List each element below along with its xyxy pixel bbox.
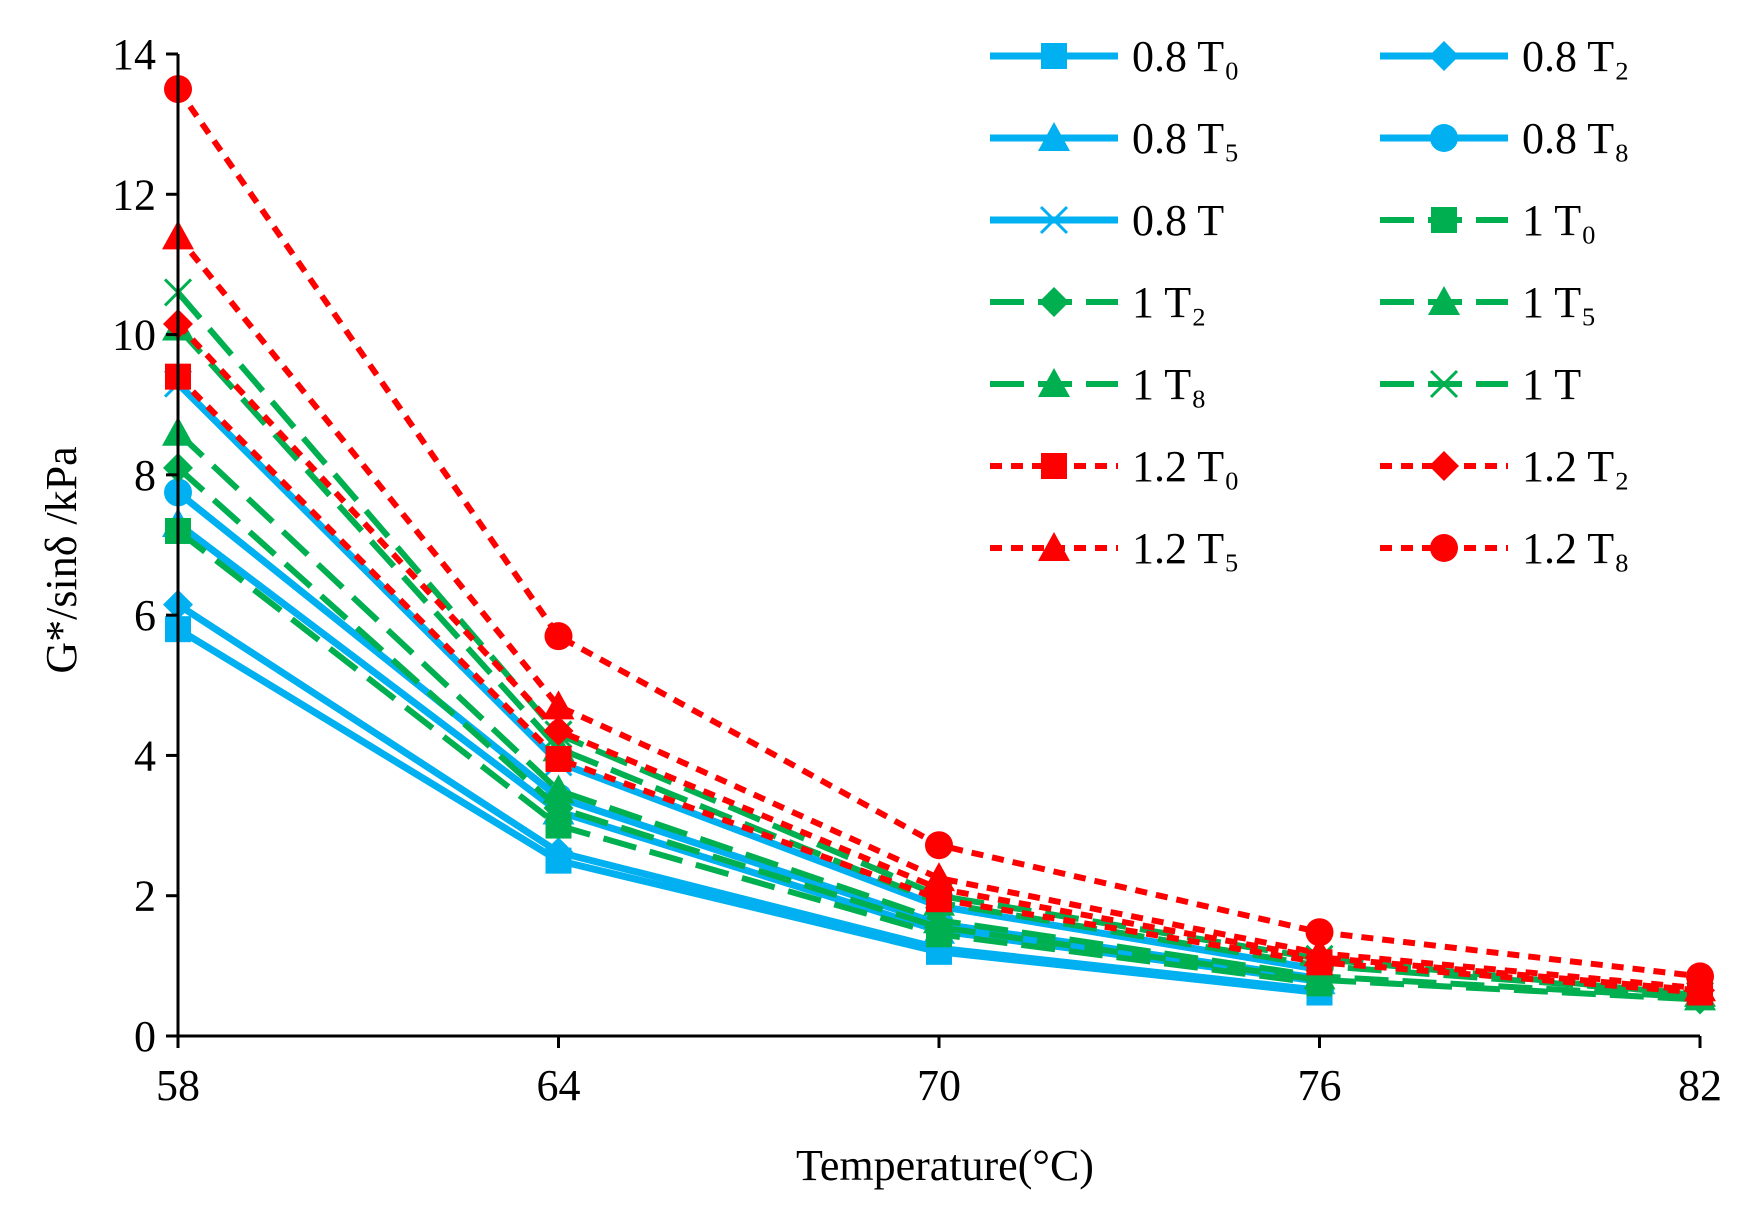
legend-item: 0.8 T₅ — [990, 114, 1239, 163]
data-point — [923, 904, 955, 934]
legend-marker — [1038, 122, 1070, 151]
data-point — [542, 690, 575, 720]
legend-label: 1 T₀ — [1522, 196, 1596, 245]
legend-item: 1.2 T₅ — [990, 524, 1239, 573]
legend-marker — [1428, 286, 1460, 315]
data-point — [923, 862, 955, 892]
x-tick-label: 82 — [1678, 1061, 1722, 1110]
data-point — [542, 774, 575, 804]
legend-item: 1 T₂ — [990, 278, 1206, 327]
legend-marker — [1041, 43, 1067, 69]
series-line — [176, 528, 1320, 987]
legend-label: 0.8 T₀ — [1132, 32, 1239, 81]
legend-label: 0.8 T — [1132, 196, 1224, 245]
y-axis-title: G*/sinδ /kPa — [37, 446, 86, 673]
legend-label: 1.2 T₂ — [1522, 442, 1629, 491]
legend-marker — [1430, 534, 1458, 562]
legend-item: 1.2 T₂ — [1380, 442, 1629, 491]
data-point — [543, 715, 574, 746]
series-layer — [162, 75, 1716, 1015]
data-point — [543, 837, 574, 868]
x-tick-label: 76 — [1298, 1061, 1342, 1110]
data-point — [544, 622, 573, 651]
legend-marker — [1429, 41, 1459, 71]
legend-label: 1 T — [1522, 360, 1581, 409]
x-tick-label: 64 — [537, 1061, 581, 1110]
legend-label: 1.2 T₈ — [1522, 524, 1629, 573]
legend-item: 1 T₀ — [1380, 196, 1596, 245]
legend-item: 0.8 T — [990, 196, 1224, 245]
series-12 — [162, 220, 1716, 1002]
legend-label: 0.8 T₂ — [1522, 32, 1629, 81]
ticks: 0 2 4 6 8 10 12 14 58 64 70 76 82 — [112, 30, 1722, 1110]
legend-item: 1.2 T₀ — [990, 442, 1239, 491]
legend-label: 0.8 T₈ — [1522, 114, 1629, 163]
legend-label: 1 T₂ — [1132, 278, 1206, 327]
data-point — [545, 745, 572, 772]
legend-marker — [1039, 205, 1069, 235]
legend-item: 1 T — [1380, 360, 1581, 409]
legend-label: 1.2 T₅ — [1132, 524, 1239, 573]
legend-marker — [1430, 124, 1458, 152]
legend-label: 1 T₈ — [1132, 360, 1206, 409]
x-tick-label: 58 — [156, 1061, 200, 1110]
legend-item: 1 T₈ — [990, 360, 1206, 409]
series-5 — [165, 517, 1333, 997]
legend-marker — [1041, 453, 1067, 479]
x-tick-label: 70 — [917, 1061, 961, 1110]
legend-item: 0.8 T₂ — [1380, 32, 1629, 81]
y-tick-label: 4 — [134, 731, 156, 780]
legend-item: 0.8 T₀ — [990, 32, 1239, 81]
series-13 — [164, 75, 1714, 991]
x-axis-title: Temperature(°C) — [796, 1141, 1094, 1190]
legend-marker — [1429, 369, 1459, 399]
data-point — [1305, 918, 1334, 947]
legend-label: 1 T₅ — [1522, 278, 1596, 327]
series-line — [176, 601, 1320, 994]
series-11 — [163, 309, 1715, 1006]
data-point — [1686, 962, 1714, 991]
legend-label: 1.2 T₀ — [1132, 442, 1239, 491]
y-tick-label: 14 — [112, 30, 156, 79]
y-tick-label: 8 — [134, 451, 156, 500]
y-tick-label: 6 — [134, 591, 156, 640]
legend-marker — [1038, 532, 1070, 561]
legend-item: 0.8 T₈ — [1380, 114, 1629, 163]
data-point — [925, 831, 953, 860]
y-tick-label: 2 — [134, 872, 156, 921]
series-10 — [165, 363, 1713, 1006]
legend-item: 1.2 T₈ — [1380, 524, 1629, 573]
legend-label: 0.8 T₅ — [1132, 114, 1239, 163]
legend-marker — [1038, 368, 1070, 397]
legend: 0.8 T₀ 0.8 T₂ 0.8 T₅ 0.8 T₈ 0.8 T 1 T₀ 1 T₂ 1 T… — [990, 32, 1629, 573]
data-point — [1303, 937, 1336, 967]
legend-marker — [1429, 451, 1459, 481]
y-tick-label: 10 — [112, 311, 156, 360]
series-line — [175, 521, 1320, 985]
y-tick-label: 12 — [112, 170, 156, 219]
series-line — [175, 381, 1321, 973]
series-line — [175, 374, 1701, 996]
series-line — [175, 234, 1701, 992]
legend-item: 1 T₅ — [1380, 278, 1596, 327]
series-line — [176, 465, 1701, 1003]
legend-marker — [1431, 207, 1457, 233]
legend-marker — [1039, 287, 1069, 317]
y-tick-label: 0 — [134, 1012, 156, 1061]
